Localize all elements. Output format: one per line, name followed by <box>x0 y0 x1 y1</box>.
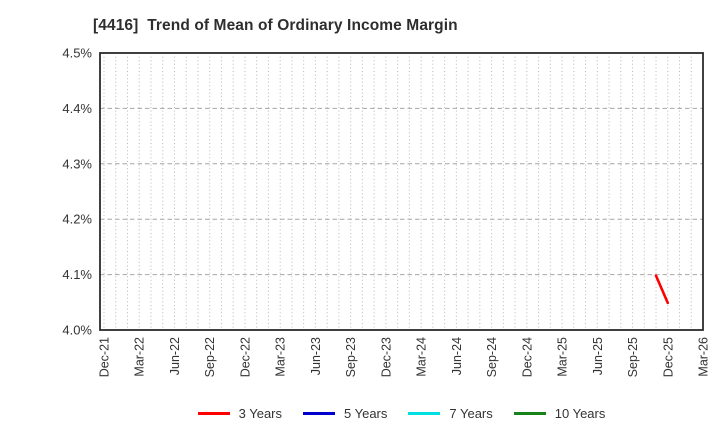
y-tick-label: 4.2% <box>62 212 92 227</box>
legend-swatch-7-years <box>408 411 441 415</box>
x-tick-label: Dec-21 <box>98 337 112 377</box>
legend-swatch-10-years <box>513 411 546 415</box>
legend-label-7-years: 7 Years <box>449 405 493 421</box>
series-line-3-years <box>654 274 670 305</box>
x-tick-label: Dec-24 <box>520 337 534 377</box>
legend-item-10-years: 10 Years <box>513 405 606 421</box>
y-tick-label: 4.5% <box>62 46 92 61</box>
legend-item-7-years: 7 Years <box>408 405 493 421</box>
x-tick-label: Sep-22 <box>203 337 217 377</box>
legend-item-3-years: 3 Years <box>197 405 282 421</box>
x-tick-label: Dec-23 <box>379 337 393 377</box>
y-tick-label: 4.4% <box>62 101 92 116</box>
plot-border <box>99 52 704 331</box>
x-tick-label: Mar-22 <box>133 337 147 377</box>
horizontal-gridlines <box>100 107 703 276</box>
x-tick-label: Mar-23 <box>274 337 288 377</box>
x-tick-label: Jun-24 <box>450 337 464 375</box>
legend-item-5-years: 5 Years <box>303 406 387 421</box>
y-tick-label: 4.1% <box>62 267 92 282</box>
x-tick-label: Mar-26 <box>697 337 711 377</box>
legend-swatch-5-years <box>303 411 335 415</box>
legend: 3 Years 5 Years 7 Years 10 Years <box>100 401 703 425</box>
y-tick-labels: 4.0% 4.1% 4.2% 4.3% 4.4% 4.5% <box>62 46 92 338</box>
vertical-gridlines <box>103 53 692 330</box>
legend-label-3-years: 3 Years <box>238 405 282 421</box>
y-tick-label: 4.0% <box>62 323 92 338</box>
x-tick-label: Sep-24 <box>485 337 499 377</box>
x-tick-label: Jun-25 <box>591 337 605 375</box>
x-tick-label: Jun-23 <box>309 337 323 375</box>
x-tick-label: Mar-24 <box>415 337 429 377</box>
x-tick-label: Dec-25 <box>661 337 675 377</box>
x-tick-label: Jun-22 <box>168 337 182 375</box>
x-tick-labels: Dec-21 Mar-22 Jun-22 Sep-22 Dec-22 Mar-23 Jun-… <box>98 337 711 377</box>
x-tick-label: Mar-25 <box>556 337 570 377</box>
legend-label-10-years: 10 Years <box>554 405 606 421</box>
x-tick-label: Sep-23 <box>344 337 358 377</box>
x-tick-label: Sep-25 <box>626 337 640 377</box>
y-tick-label: 4.3% <box>62 156 92 171</box>
legend-swatch-3-years <box>197 411 230 415</box>
x-tick-label: Dec-22 <box>238 337 252 377</box>
chart-title: [4416] Trend of Mean of Ordinary Income … <box>93 17 458 34</box>
legend-label-5-years: 5 Years <box>344 405 388 421</box>
